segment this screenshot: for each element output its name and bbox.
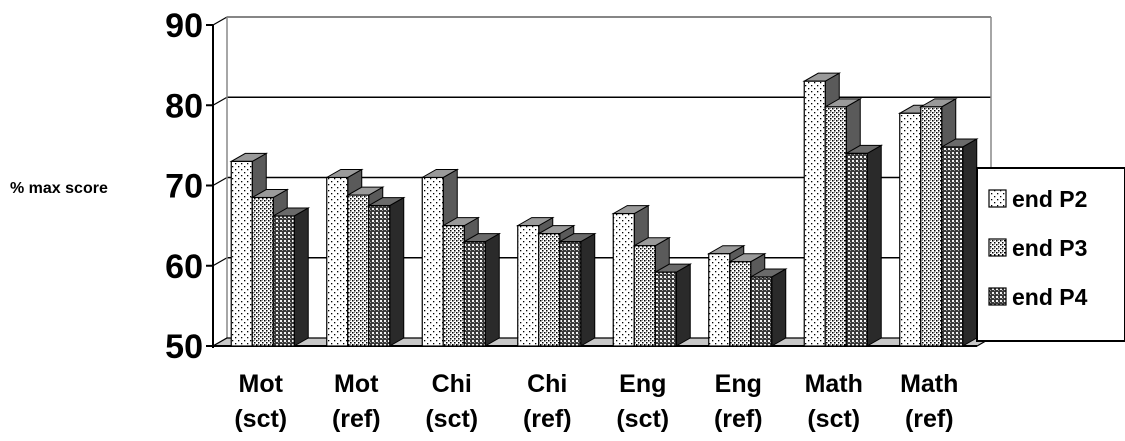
legend-swatch [988,238,1007,257]
bar-front-face [899,112,922,347]
grid-side-segment [212,16,228,26]
bar-front-face [368,204,391,347]
x-tick-label: (ref) [714,405,763,433]
bar-front-face [824,106,847,347]
bar-front-face [272,215,295,347]
bar-front-face [559,241,582,347]
x-tick-label: (ref) [332,405,381,433]
bar-front-face [421,176,444,347]
bar-front-face [538,233,561,347]
legend-swatch [988,287,1007,306]
bar [939,138,979,347]
bar [271,207,311,347]
bar-side-face [293,207,309,347]
bar-front-face [612,212,635,347]
bar-front-face [230,160,253,347]
x-tick-label: (sct) [807,405,860,433]
bar-side-face [580,232,596,347]
bar-side-face [866,144,882,347]
bar-front-face [633,245,656,347]
bar-front-face [708,253,731,347]
y-tick-label: 90 [165,7,203,45]
x-tick-label: Eng [619,370,666,398]
bar-side-face [771,268,787,347]
x-tick-label: (sct) [234,405,287,433]
x-tick-label: (sct) [616,405,669,433]
bar-front-face [941,146,964,347]
x-tick-label: Mot [239,370,284,398]
legend-label: end P2 [1012,186,1087,212]
bar-front-face [729,261,752,347]
y-tick-label: 80 [165,87,203,125]
y-axis-title: % max score [10,180,108,197]
bar [653,263,693,347]
bar [844,144,884,347]
x-tick-label: Math [805,370,863,398]
bar-front-face [517,225,540,347]
x-tick-label: Chi [527,370,567,398]
legend: end P2 end P3 end P4 [976,167,1125,342]
grid-side-segment [212,176,228,187]
bar [557,232,597,347]
bar-front-face [803,80,826,347]
bar-front-face [463,241,486,347]
grid-side-segment [212,257,228,267]
bar-front-face [347,194,370,347]
y-tick-label: 50 [165,328,203,366]
x-tick-label: Math [900,370,958,398]
bar-front-face [442,225,465,347]
legend-label: end P4 [1012,284,1088,310]
y-tick-label: 60 [165,248,203,286]
bar [748,268,788,347]
bar-front-face [750,276,773,347]
bar-front-face [845,152,868,347]
legend-label: end P3 [1012,235,1087,261]
legend-swatch [988,189,1007,208]
bar-front-face [654,271,677,347]
plot-area: 50 60 70 80 90 Mot (sct) Mot (ref) Chi (sct) Chi (re… [165,7,994,433]
bar [462,232,502,347]
bar [366,196,406,347]
x-tick-label: Mot [334,370,379,398]
x-tick-label: Chi [432,370,472,398]
grid-side-segment [212,96,228,106]
x-tick-label: Eng [715,370,762,398]
x-tick-label: (sct) [425,405,478,433]
y-tick-label: 70 [165,168,203,206]
bar-front-face [326,176,349,347]
bar-side-face [675,263,691,347]
x-tick-label: (ref) [905,405,954,433]
bar-front-face [251,196,274,347]
bar-side-face [484,232,500,347]
bar-side-face [962,138,978,347]
bar-front-face [920,106,943,347]
x-tick-label: (ref) [523,405,572,433]
bar-side-face [389,196,405,347]
